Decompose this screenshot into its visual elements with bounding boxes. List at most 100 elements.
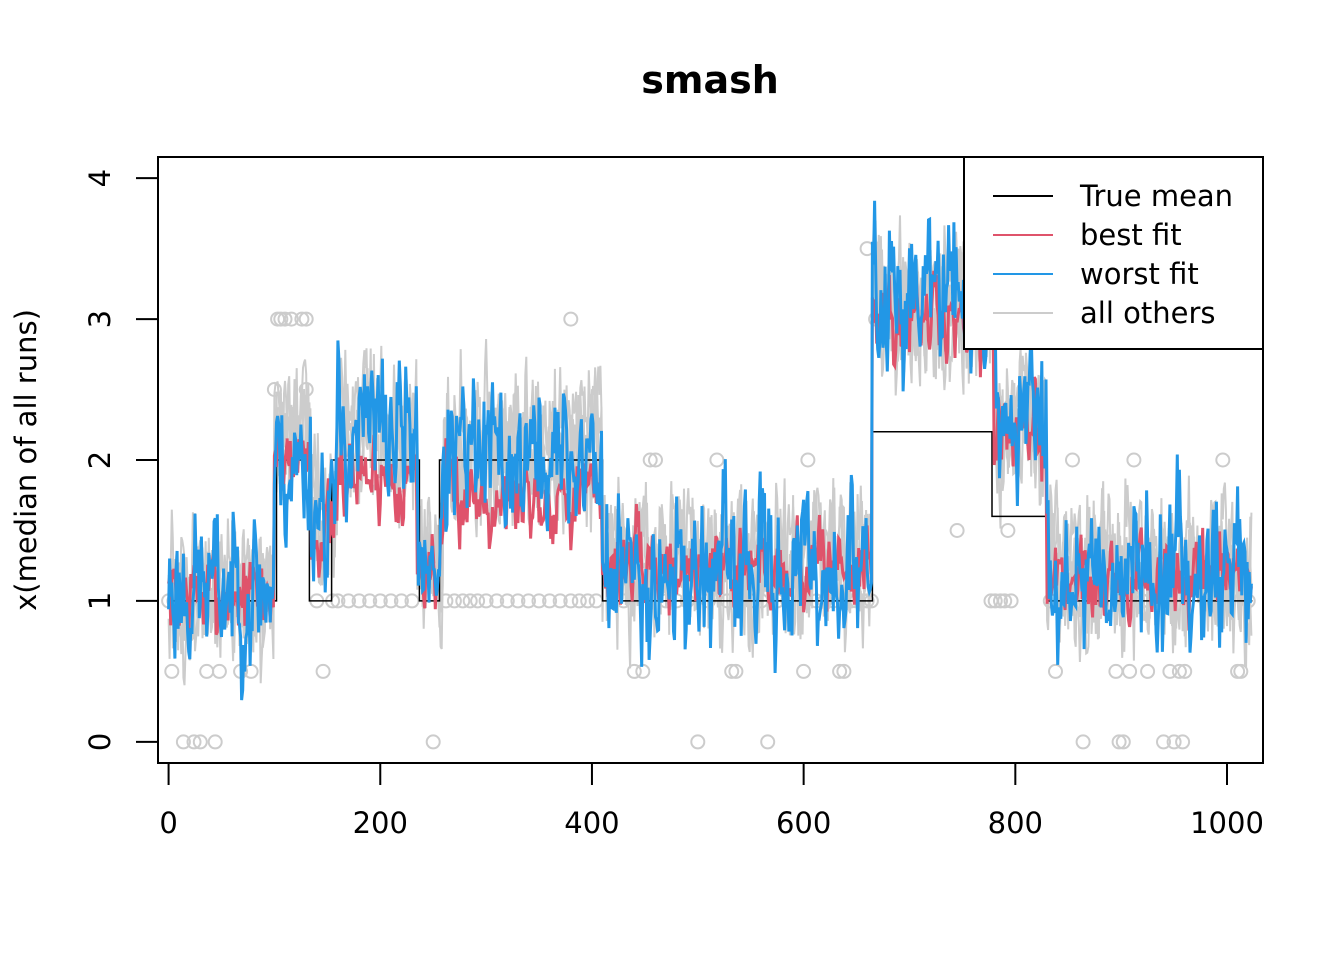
legend-label: best fit	[1080, 218, 1182, 252]
legend-label: worst fit	[1080, 257, 1199, 291]
legend-label: all others	[1080, 296, 1215, 330]
data-point	[186, 734, 202, 750]
data-point	[351, 593, 367, 609]
data-point	[1075, 734, 1091, 750]
data-point	[648, 452, 663, 468]
data-point	[987, 593, 1003, 609]
y-tick-label: 0	[83, 733, 117, 751]
data-point	[499, 593, 515, 609]
data-point	[199, 663, 215, 679]
data-point	[1156, 734, 1171, 750]
data-point	[425, 734, 441, 750]
y-tick-label: 1	[83, 592, 117, 610]
data-point	[341, 593, 356, 609]
data-point	[836, 663, 852, 679]
data-point	[266, 382, 282, 397]
worst-fit-series-group	[167, 200, 1253, 701]
legend-box	[963, 156, 1264, 350]
y-axis-label: x(median of all runs)	[9, 309, 43, 611]
data-point	[1166, 734, 1182, 750]
data-point	[470, 593, 486, 609]
data-point	[192, 734, 208, 750]
data-point	[626, 663, 642, 679]
data-point	[521, 593, 536, 609]
data-point	[588, 593, 604, 609]
x-tick-label: 400	[564, 806, 619, 840]
data-point	[1108, 663, 1124, 679]
data-point	[489, 593, 505, 609]
data-point	[571, 593, 587, 609]
data-point	[211, 663, 227, 679]
x-tick-label: 600	[776, 806, 831, 840]
data-point	[760, 734, 776, 750]
data-point	[796, 663, 812, 679]
data-point	[277, 311, 293, 327]
data-point	[1162, 663, 1178, 679]
data-point	[728, 663, 744, 679]
data-point	[563, 593, 579, 609]
data-point	[949, 523, 965, 538]
data-point	[294, 311, 310, 327]
data-point	[1126, 452, 1142, 468]
data-point	[993, 593, 1008, 609]
data-point	[315, 663, 331, 679]
chart-title: smash	[641, 58, 779, 102]
data-point	[207, 734, 223, 750]
y-tick-label: 4	[83, 169, 117, 187]
worst-fit-line	[167, 200, 1253, 701]
data-point	[1140, 663, 1156, 679]
data-point	[563, 311, 579, 327]
data-point	[298, 382, 314, 397]
data-point	[531, 593, 547, 609]
data-point	[1171, 663, 1187, 679]
data-point	[446, 593, 462, 609]
data-point	[1122, 663, 1138, 679]
data-point	[1115, 734, 1131, 750]
data-point	[372, 593, 388, 609]
data-point	[542, 593, 558, 609]
data-point	[1048, 663, 1063, 679]
data-point	[690, 734, 706, 750]
data-point	[1003, 593, 1019, 609]
data-point	[462, 593, 478, 609]
y-tick-label: 3	[83, 310, 117, 328]
x-tick-label: 1000	[1190, 806, 1264, 840]
data-point	[175, 734, 191, 750]
data-point	[298, 311, 314, 327]
data-point	[580, 593, 596, 609]
data-point	[1233, 663, 1249, 679]
y-tick-label: 2	[83, 451, 117, 469]
plot-frame	[157, 156, 1264, 764]
legend-label: True mean	[1079, 179, 1233, 213]
x-tick-label: 800	[988, 806, 1043, 840]
y-axis: 0 1 2 3 4	[83, 169, 159, 751]
data-point	[383, 593, 399, 609]
data-point	[404, 593, 420, 609]
data-point	[1065, 452, 1080, 468]
data-point	[1215, 452, 1231, 468]
x-tick-label: 200	[353, 806, 408, 840]
data-point	[1111, 734, 1127, 750]
data-point	[642, 452, 658, 468]
data-point	[724, 663, 740, 679]
legend: True mean best fit worst fit all others	[963, 156, 1264, 350]
data-point	[164, 663, 180, 679]
data-point	[1000, 523, 1016, 538]
data-point	[832, 663, 848, 679]
data-point	[1175, 734, 1191, 750]
data-point	[478, 593, 494, 609]
data-point	[997, 593, 1013, 609]
data-point	[273, 311, 289, 327]
data-point	[362, 593, 378, 609]
data-point	[800, 452, 816, 468]
x-tick-label: 0	[159, 806, 177, 840]
data-point	[455, 593, 471, 609]
data-point	[552, 593, 568, 609]
x-axis: 0 200 400 600 800 1000	[159, 762, 1264, 840]
data-point	[393, 593, 409, 609]
data-point	[283, 311, 299, 327]
data-point	[709, 452, 725, 468]
data-point	[510, 593, 526, 609]
data-point	[1177, 663, 1193, 679]
